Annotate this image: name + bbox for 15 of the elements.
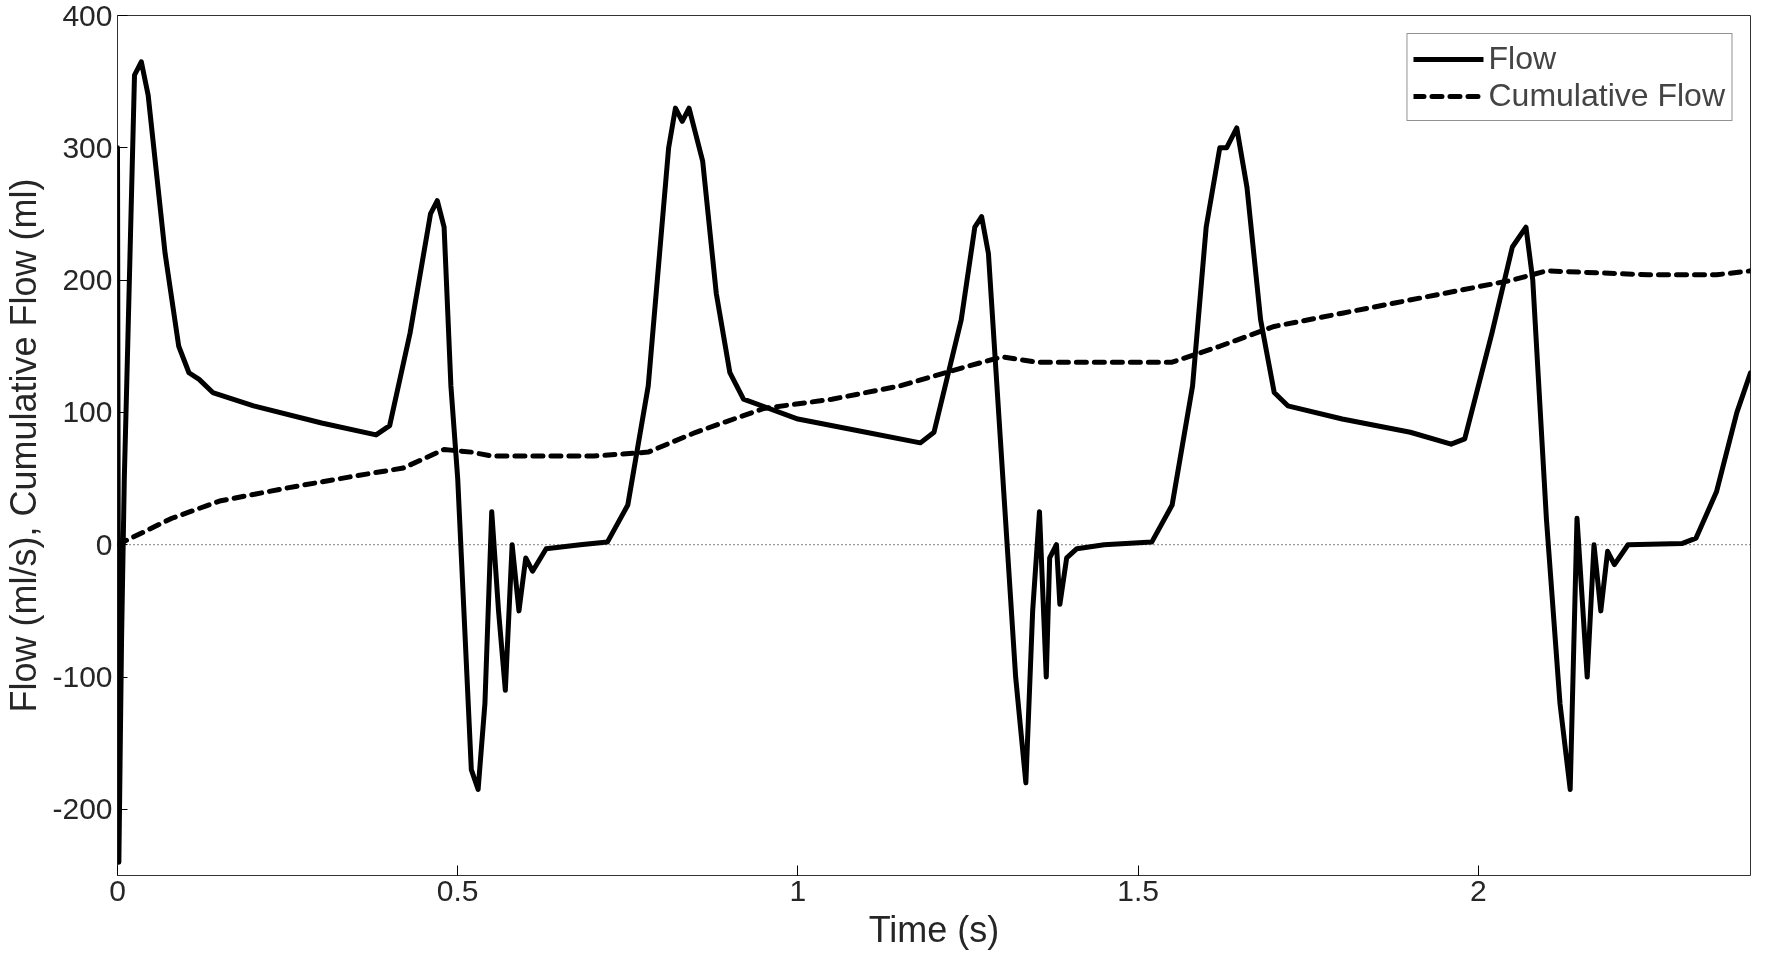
x-axis-title: Time (s) — [868, 908, 1000, 950]
x-tick-label: 2 — [1469, 873, 1487, 907]
x-tick-label: 0.5 — [436, 873, 479, 907]
y-tick-label: 300 — [62, 130, 113, 164]
y-axis-title: Flow (ml/s), Cumulative Flow (ml) — [3, 178, 45, 713]
legend-label: Flow — [1488, 40, 1557, 77]
y-tick-label: 100 — [62, 395, 113, 429]
y-tick-label: 200 — [62, 263, 113, 297]
y-tick-label: 0 — [95, 527, 113, 561]
y-tick-label: -200 — [52, 792, 113, 826]
y-tick-label: -100 — [52, 660, 113, 694]
legend-label: Cumulative Flow — [1488, 77, 1725, 114]
y-tick-label: 400 — [62, 0, 113, 32]
x-tick-label: 1 — [789, 873, 807, 907]
x-tick-label: 1.5 — [1117, 873, 1159, 907]
